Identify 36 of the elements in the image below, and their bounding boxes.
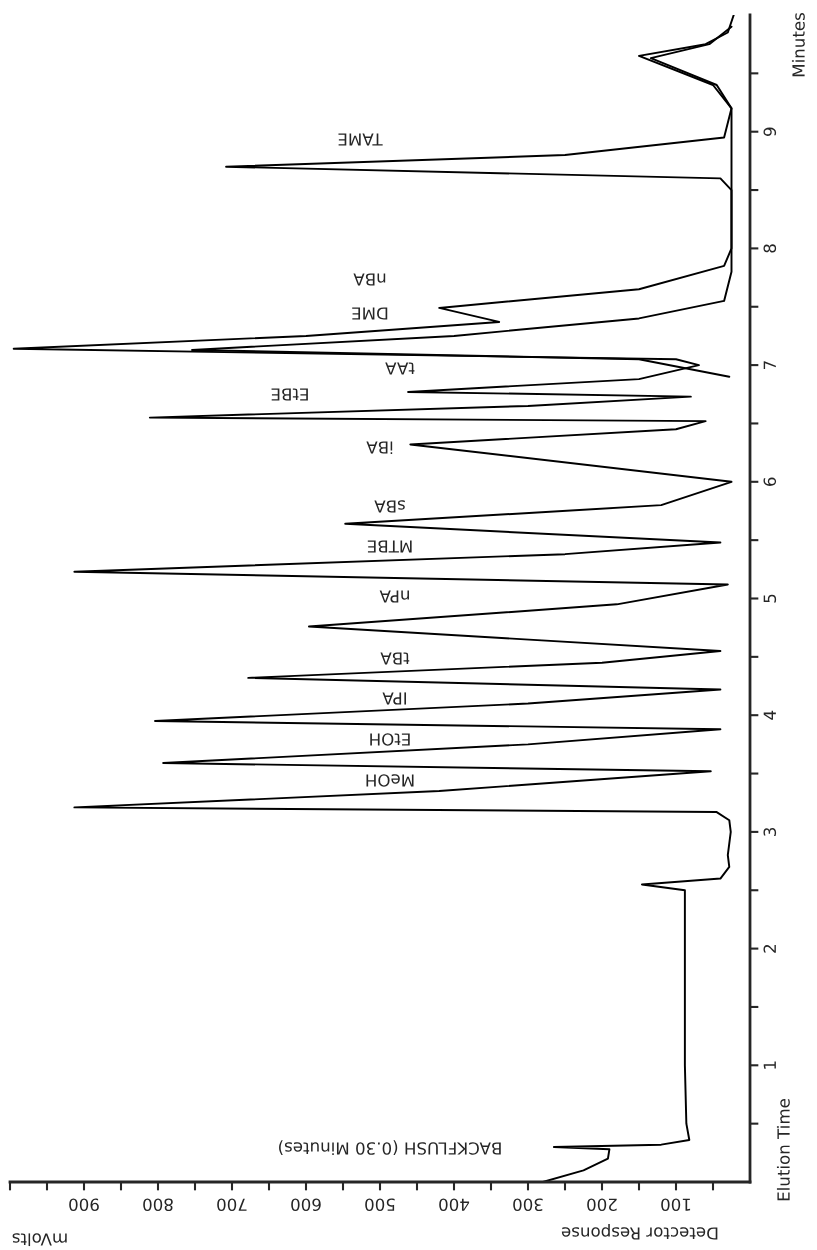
y-tick-label: 9 xyxy=(763,127,777,136)
x-tick-label: 600 xyxy=(291,1198,321,1212)
text: Minutes xyxy=(791,13,805,77)
annotation: DME xyxy=(352,307,388,320)
annotation: MTBE xyxy=(367,540,412,553)
x-tick-label: 500 xyxy=(365,1198,395,1212)
y-tick-label: 6 xyxy=(763,477,777,486)
annotation: nPA xyxy=(379,590,409,603)
x-tick-label: 800 xyxy=(143,1198,173,1212)
y-tick-label: 5 xyxy=(763,594,777,603)
y-tick-label: 1 xyxy=(763,1061,776,1069)
annotation: EtOH xyxy=(370,733,410,746)
y-tick-label: 3 xyxy=(763,827,777,836)
x-tick-label: 200 xyxy=(587,1198,617,1212)
x-tick-label: 900 xyxy=(69,1198,99,1212)
text: mVolts xyxy=(12,1233,67,1247)
y-tick-label: 7 xyxy=(763,361,776,370)
annotation: BACKFLUSH (0.30 Minutes) xyxy=(279,1140,501,1156)
y-tick-label: 4 xyxy=(763,710,776,720)
annotation: IPA xyxy=(382,692,407,705)
x-tick-label: 300 xyxy=(513,1198,543,1212)
x-tick-label: 700 xyxy=(217,1198,247,1212)
y-axis-title: Elution Time xyxy=(776,1099,790,1201)
y-tick-label: 2 xyxy=(763,944,776,953)
annotation: EtBE xyxy=(271,388,308,401)
annotation: sBA xyxy=(374,500,405,513)
y-tick-label: 8 xyxy=(763,244,777,253)
annotation: iBA xyxy=(366,441,393,455)
annotation: tAA xyxy=(385,362,415,375)
x-tick-label: 400 xyxy=(439,1198,470,1212)
annotation: MeOH xyxy=(366,774,414,787)
annotation: tBA xyxy=(380,652,410,665)
x-tick-label: 100 xyxy=(661,1198,691,1212)
annotation: TAME xyxy=(338,133,383,146)
x-axis-title: Detector Response xyxy=(561,1223,718,1240)
annotation: nBA xyxy=(353,273,386,286)
